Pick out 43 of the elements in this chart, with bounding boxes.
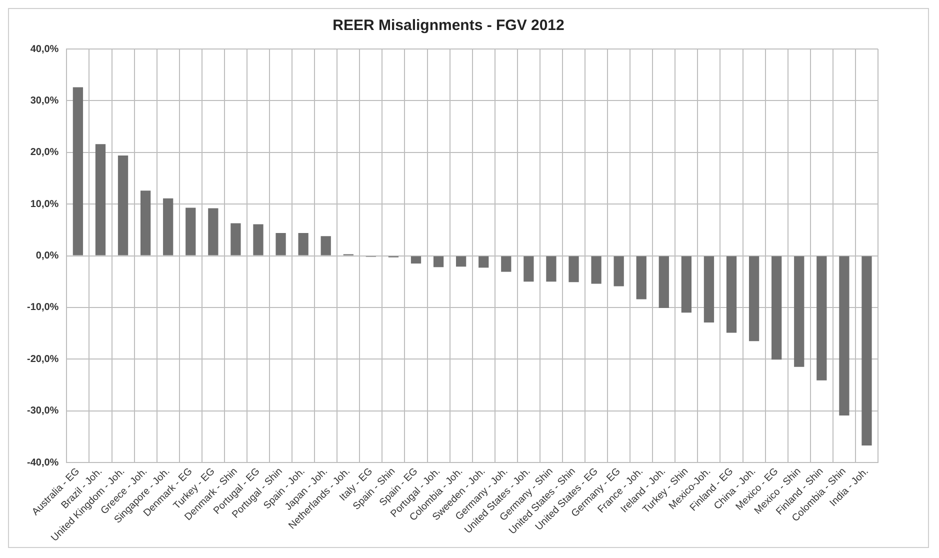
bar	[456, 256, 466, 267]
bar	[862, 256, 872, 446]
chart-title: REER Misalignments - FGV 2012	[332, 17, 564, 34]
y-tick-label: -40,0%	[26, 457, 59, 468]
bar	[704, 256, 714, 322]
y-tick-label: 0,0%	[36, 250, 59, 262]
bar	[636, 256, 646, 300]
bar	[546, 256, 556, 282]
bar	[524, 256, 534, 282]
bar	[478, 256, 489, 268]
bar	[681, 256, 692, 313]
bar	[658, 256, 669, 308]
bar	[208, 208, 218, 256]
bar	[298, 233, 308, 256]
bar	[726, 256, 737, 333]
bar	[772, 256, 782, 360]
bar	[253, 224, 264, 256]
y-tick-label: -10,0%	[26, 302, 59, 314]
bar	[568, 256, 579, 282]
bar	[140, 190, 151, 256]
bar	[614, 256, 624, 286]
bar	[118, 155, 128, 256]
y-tick-label: 10,0%	[30, 198, 59, 210]
bar	[163, 198, 174, 256]
bar	[186, 208, 196, 256]
bar	[748, 256, 760, 342]
y-tick-label: -20,0%	[26, 354, 59, 365]
bar	[230, 223, 241, 256]
y-tick-label: 40,0%	[30, 44, 59, 55]
bar	[839, 256, 850, 416]
bar	[816, 256, 827, 380]
bar	[433, 256, 444, 268]
bar	[794, 256, 804, 367]
y-tick-label: 20,0%	[30, 147, 59, 158]
y-tick-label: -30,0%	[26, 406, 59, 417]
y-tick-label: 30,0%	[30, 95, 59, 106]
bar	[501, 256, 512, 272]
bar	[320, 236, 331, 256]
bar	[95, 144, 106, 256]
bar	[276, 233, 286, 256]
bar	[410, 256, 422, 264]
bar	[72, 87, 84, 256]
bar	[591, 256, 602, 284]
